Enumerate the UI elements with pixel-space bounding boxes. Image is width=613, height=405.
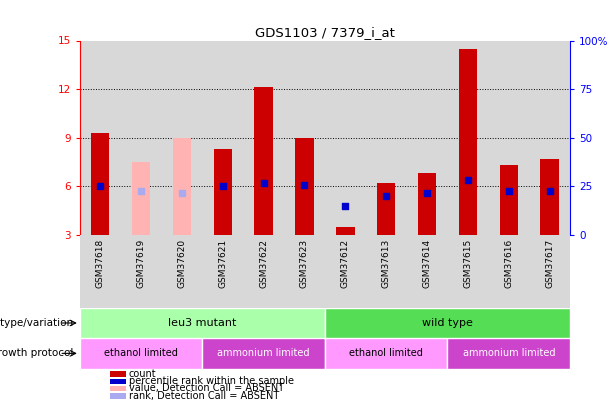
Bar <box>406 235 447 308</box>
Text: GSM37615: GSM37615 <box>463 239 473 288</box>
Bar <box>121 40 161 235</box>
Text: leu3 mutant: leu3 mutant <box>168 318 237 328</box>
Bar <box>213 149 232 235</box>
Bar <box>336 227 354 235</box>
Bar <box>295 138 314 235</box>
Text: GSM37617: GSM37617 <box>545 239 554 288</box>
Bar <box>447 235 489 308</box>
Bar <box>459 49 477 235</box>
Point <box>95 183 105 190</box>
Bar <box>529 40 570 235</box>
Text: GSM37616: GSM37616 <box>504 239 513 288</box>
Bar <box>80 308 325 338</box>
Bar <box>202 338 325 369</box>
Bar <box>529 235 570 308</box>
Bar <box>366 40 406 235</box>
Bar <box>284 235 325 308</box>
Text: growth protocol: growth protocol <box>0 348 74 358</box>
Bar <box>489 235 529 308</box>
Bar <box>243 235 284 308</box>
Point <box>422 190 432 196</box>
Point <box>545 188 555 194</box>
Bar <box>447 40 489 235</box>
Text: GSM37621: GSM37621 <box>218 239 227 288</box>
Text: rank, Detection Call = ABSENT: rank, Detection Call = ABSENT <box>129 391 279 401</box>
Bar <box>173 138 191 235</box>
Point <box>381 193 391 199</box>
Text: GSM37618: GSM37618 <box>96 239 105 288</box>
Text: GSM37622: GSM37622 <box>259 239 268 288</box>
Text: ammonium limited: ammonium limited <box>218 348 310 358</box>
Bar <box>500 165 518 235</box>
Text: GSM37612: GSM37612 <box>341 239 350 288</box>
Text: count: count <box>129 369 156 379</box>
Bar <box>325 40 366 235</box>
Text: GSM37619: GSM37619 <box>137 239 145 288</box>
Bar <box>325 235 366 308</box>
Bar <box>366 235 406 308</box>
Bar <box>202 235 243 308</box>
Bar <box>447 338 570 369</box>
Bar <box>80 338 202 369</box>
Bar <box>418 173 436 235</box>
Point <box>340 202 350 209</box>
Text: percentile rank within the sample: percentile rank within the sample <box>129 376 294 386</box>
Bar <box>161 235 202 308</box>
Bar <box>121 235 161 308</box>
Text: ethanol limited: ethanol limited <box>104 348 178 358</box>
Text: GSM37614: GSM37614 <box>422 239 432 288</box>
Bar <box>541 159 559 235</box>
Bar <box>202 40 243 235</box>
Bar <box>243 40 284 235</box>
Text: wild type: wild type <box>422 318 473 328</box>
Point <box>259 180 268 186</box>
Bar <box>161 40 202 235</box>
Text: ammonium limited: ammonium limited <box>463 348 555 358</box>
Point <box>218 183 227 190</box>
Bar <box>406 40 447 235</box>
Title: GDS1103 / 7379_i_at: GDS1103 / 7379_i_at <box>255 26 395 39</box>
Bar <box>91 133 109 235</box>
Bar <box>325 338 447 369</box>
Point <box>177 190 187 196</box>
Text: genotype/variation: genotype/variation <box>0 318 74 328</box>
Text: GSM37620: GSM37620 <box>177 239 186 288</box>
Bar <box>325 308 570 338</box>
Point <box>136 188 146 194</box>
Text: value, Detection Call = ABSENT: value, Detection Call = ABSENT <box>129 384 284 393</box>
Text: ethanol limited: ethanol limited <box>349 348 423 358</box>
Point <box>504 188 514 194</box>
Text: GSM37613: GSM37613 <box>382 239 390 288</box>
Bar <box>254 87 273 235</box>
Text: GSM37623: GSM37623 <box>300 239 309 288</box>
Bar <box>284 40 325 235</box>
Point <box>300 181 310 188</box>
Bar <box>377 183 395 235</box>
Bar <box>489 40 529 235</box>
Bar <box>132 162 150 235</box>
Bar <box>80 40 121 235</box>
Bar <box>80 235 121 308</box>
Point <box>463 177 473 183</box>
